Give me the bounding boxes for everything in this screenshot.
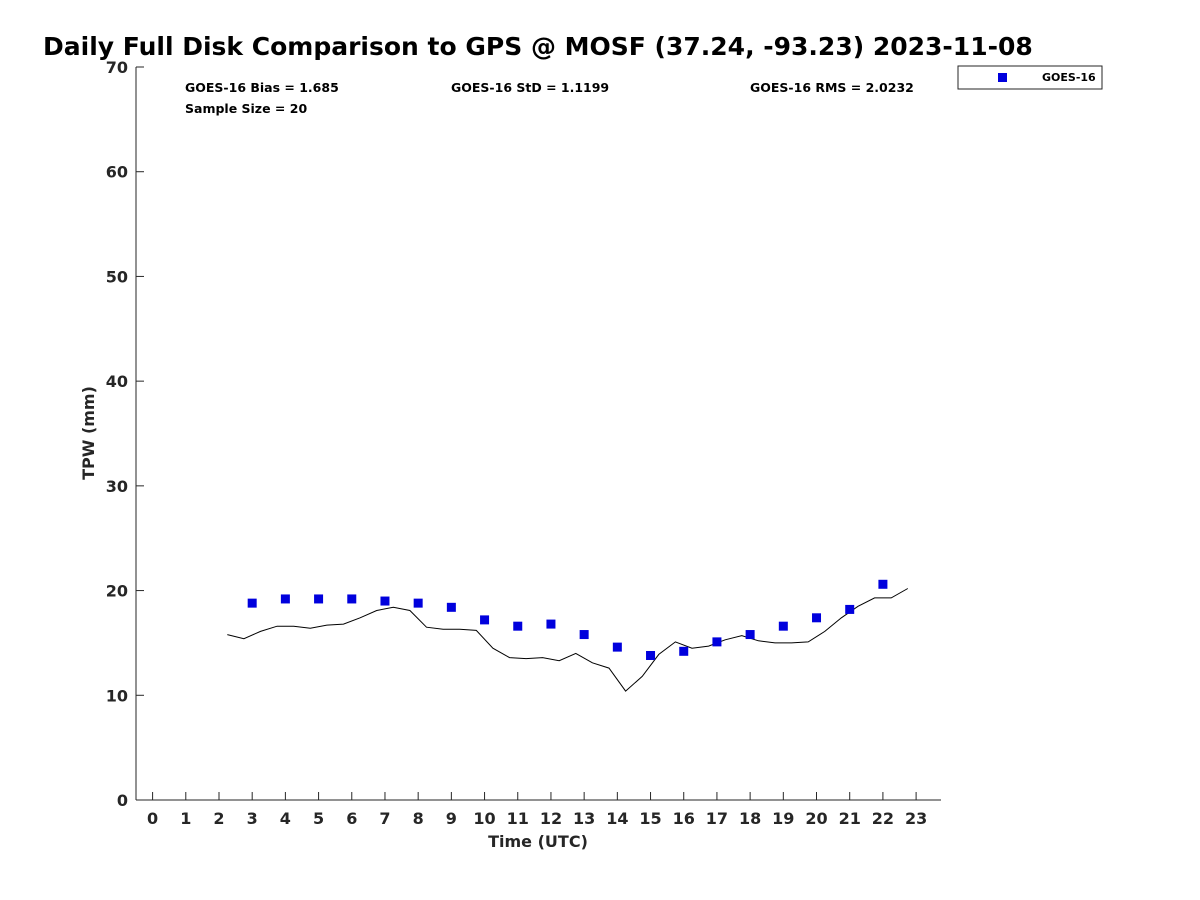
gps-line [227,588,909,692]
x-tick-label: 18 [739,809,761,828]
x-tick-label: 6 [346,809,357,828]
std-stat: GOES-16 StD = 1.1199 [451,80,609,95]
legend-label-goes-16: GOES-16 [1042,71,1096,84]
goes-16-point [878,579,888,589]
x-tick-label: 1 [180,809,191,828]
goes-16-point [380,596,390,606]
y-ticks: 0 10 20 30 40 50 60 70 [106,58,144,810]
bias-stat: GOES-16 Bias = 1.685 [185,80,339,95]
goes-16-point [480,615,490,625]
x-axis-label: Time (UTC) [488,832,588,851]
goes-16-point [280,594,290,604]
sample-size-stat: Sample Size = 20 [185,101,307,116]
x-ticks: 0 1 2 3 4 5 6 7 8 9 10 11 12 13 14 15 16 17 18 19 20 21 22 23 [147,792,927,828]
x-tick-label: 16 [673,809,695,828]
goes-16-point [845,604,855,614]
goes-16-point [413,598,423,608]
x-tick-label: 17 [706,809,728,828]
x-tick-label: 12 [540,809,562,828]
legend-marker-goes-16 [998,73,1007,82]
goes-16-point [579,630,589,640]
goes-16-point [679,646,689,656]
x-tick-label: 5 [313,809,324,828]
goes-16-point [778,621,788,631]
rms-stat: GOES-16 RMS = 2.0232 [750,80,914,95]
goes-16-point [347,594,357,604]
x-tick-label: 2 [213,809,224,828]
y-tick-label: 30 [106,477,128,496]
y-tick-label: 60 [106,163,128,182]
x-tick-label: 8 [413,809,424,828]
goes-16-point [712,637,722,647]
y-tick-label: 0 [117,791,128,810]
goes-16-point [812,613,822,623]
y-tick-label: 20 [106,582,128,601]
y-axis-label: TPW (mm) [79,386,98,480]
x-tick-label: 23 [905,809,927,828]
y-tick-label: 40 [106,372,128,391]
legend-box [957,65,1103,90]
x-tick-label: 14 [606,809,628,828]
goes-16-point [446,602,456,612]
x-tick-label: 21 [839,809,861,828]
y-tick-label: 70 [106,58,128,77]
y-tick-label: 50 [106,267,128,286]
x-tick-label: 19 [772,809,794,828]
y-tick-label: 10 [106,686,128,705]
plot-axes [135,67,941,801]
goes-16-point [513,621,523,631]
x-tick-label: 11 [507,809,529,828]
goes-16-series [247,579,888,660]
x-tick-label: 3 [247,809,258,828]
chart-title: Daily Full Disk Comparison to GPS @ MOSF… [43,32,1033,61]
x-tick-label: 22 [872,809,894,828]
x-tick-label: 13 [573,809,595,828]
goes-16-point [314,594,324,604]
gps-series [227,588,909,692]
goes-16-point [646,650,656,660]
goes-16-point [612,642,622,652]
x-tick-label: 7 [379,809,390,828]
x-tick-label: 4 [280,809,291,828]
x-tick-label: 15 [639,809,661,828]
legend: GOES-16 [957,65,1103,90]
x-tick-label: 20 [805,809,827,828]
goes-16-point [247,598,257,608]
x-tick-label: 0 [147,809,158,828]
x-tick-label: 9 [446,809,457,828]
goes-16-point [546,619,556,629]
goes-16-point [745,630,755,640]
x-tick-label: 10 [473,809,495,828]
